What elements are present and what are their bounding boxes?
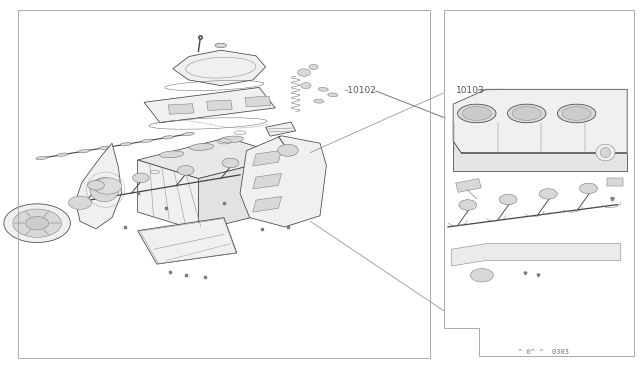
Ellipse shape <box>563 106 591 121</box>
Polygon shape <box>138 138 288 179</box>
Polygon shape <box>451 244 621 266</box>
Circle shape <box>68 196 92 209</box>
Text: ^ 0^ ^  0303: ^ 0^ ^ 0303 <box>518 349 570 355</box>
Ellipse shape <box>458 104 496 123</box>
Ellipse shape <box>596 144 615 161</box>
Polygon shape <box>173 50 266 86</box>
Circle shape <box>540 189 557 199</box>
Circle shape <box>278 144 298 156</box>
Bar <box>607 178 623 186</box>
Polygon shape <box>198 156 288 231</box>
Text: 10103: 10103 <box>456 86 484 94</box>
Ellipse shape <box>557 104 596 123</box>
Circle shape <box>13 209 61 237</box>
Ellipse shape <box>120 143 131 146</box>
Ellipse shape <box>90 177 119 202</box>
Circle shape <box>309 64 318 70</box>
Circle shape <box>88 180 104 190</box>
Circle shape <box>470 269 493 282</box>
Bar <box>245 96 271 107</box>
Ellipse shape <box>215 43 227 48</box>
Polygon shape <box>456 179 481 192</box>
Polygon shape <box>76 143 122 229</box>
Polygon shape <box>253 173 282 189</box>
Circle shape <box>301 83 311 89</box>
Ellipse shape <box>78 150 90 153</box>
Polygon shape <box>253 196 282 212</box>
Ellipse shape <box>314 99 324 103</box>
Circle shape <box>4 204 70 243</box>
Ellipse shape <box>183 132 195 135</box>
Bar <box>18 10 430 358</box>
Ellipse shape <box>328 93 338 97</box>
Polygon shape <box>253 150 282 166</box>
Polygon shape <box>138 218 237 264</box>
Circle shape <box>93 178 122 194</box>
Ellipse shape <box>318 87 328 91</box>
Polygon shape <box>266 122 296 136</box>
Ellipse shape <box>162 136 173 139</box>
Circle shape <box>298 69 310 76</box>
Bar <box>207 100 232 110</box>
Text: -10102: -10102 <box>344 86 376 94</box>
Ellipse shape <box>600 147 611 158</box>
Ellipse shape <box>508 104 546 123</box>
Circle shape <box>499 194 517 205</box>
Ellipse shape <box>513 106 541 121</box>
Ellipse shape <box>159 151 184 158</box>
Ellipse shape <box>57 153 68 156</box>
Circle shape <box>132 173 149 183</box>
Ellipse shape <box>463 106 492 121</box>
Polygon shape <box>144 87 275 123</box>
Circle shape <box>177 166 194 175</box>
Bar <box>168 104 194 114</box>
Ellipse shape <box>36 157 47 160</box>
Polygon shape <box>138 160 198 231</box>
Circle shape <box>222 158 239 168</box>
Polygon shape <box>453 89 627 153</box>
Ellipse shape <box>220 136 244 143</box>
Ellipse shape <box>141 139 152 142</box>
Circle shape <box>459 200 477 210</box>
Ellipse shape <box>99 146 110 149</box>
Polygon shape <box>240 136 326 227</box>
Polygon shape <box>453 141 627 171</box>
Circle shape <box>26 217 49 230</box>
Circle shape <box>580 183 598 193</box>
Ellipse shape <box>189 144 214 150</box>
